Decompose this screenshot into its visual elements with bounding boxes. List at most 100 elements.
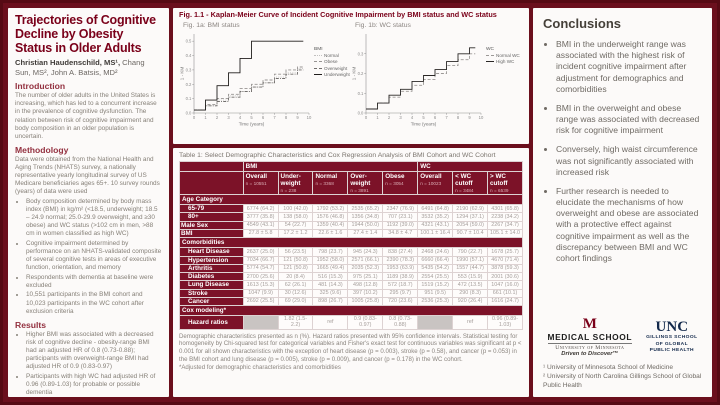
km-chart-bmi: 0.0 0.1 0.2 0.3 0.4 0.5 0 1 2 3 4 5 6 7 8 9 10 Time (year…: [180, 33, 312, 126]
table-cell: 2700 (25.6): [242, 272, 279, 282]
table-row: Age Category: [179, 193, 523, 206]
unc-logo-line3: PUBLIC HEALTH: [649, 347, 694, 353]
table-column-header: Over-weight n = 3891: [347, 171, 384, 195]
methodology-bullet: Cognitive impairment determined by perfo…: [26, 240, 162, 273]
table-cell: 4321 (43.1): [417, 220, 454, 230]
table-row: 65-79 6774 (64.2) 100 (42.0) 1792 (53.2) 253…: [179, 204, 523, 214]
table-cell: 2637 (25.0): [242, 247, 279, 257]
table-cell: 7034 (66.7): [242, 255, 279, 265]
table-row-label: Cancer: [179, 296, 244, 307]
table-cell: ref: [312, 315, 349, 330]
table-corner: [179, 161, 244, 172]
table-cell: 1557 (44.7): [452, 263, 489, 274]
table-row-label: Male Sex: [179, 220, 244, 230]
svg-text:9: 9: [468, 115, 471, 120]
table-cell: 572 (18.7): [382, 280, 419, 290]
table-row-label: Stroke: [179, 288, 244, 298]
affiliations: ¹ University of Minnesota School of Medi…: [543, 364, 702, 391]
figure-panel: Fig. 1.1 - Kaplan-Meier Curve of Inciden…: [173, 8, 529, 144]
table-cell: 2347 (76.9): [382, 204, 419, 214]
table-cell: 2554 (25.5): [417, 272, 454, 282]
table-band-label: Age Category: [179, 193, 523, 206]
table-cell: 6491 (64.8): [417, 204, 454, 214]
svg-text:10: 10: [479, 115, 484, 120]
table-cell: 1792 (53.2): [312, 204, 349, 214]
table-row: Stroke 1047 (9.9) 30 (12.6) 325 (9.6) 397 (1…: [179, 288, 523, 298]
svg-text:3: 3: [399, 115, 402, 120]
table-cell: 34.8 ± 4.7: [382, 228, 419, 239]
methodology-bullet: Respondents with dementia at baseline we…: [26, 274, 162, 290]
author-lead: Christian Haudenschild, MS¹,: [15, 58, 121, 68]
umn-medical-school-logo: M MEDICAL SCHOOL University of Minnesota…: [547, 316, 633, 357]
table-cell: 720 (23.6): [382, 296, 419, 307]
table-cell: 1953 (63.9): [382, 263, 419, 274]
svg-text:1: 1: [204, 115, 207, 120]
table-cell: 1519 (15.2): [417, 280, 454, 290]
table-cell: 397 (10.2): [347, 288, 384, 298]
table-cell: 6660 (66.4): [417, 255, 454, 265]
legend-label: Normal WC: [496, 52, 520, 58]
table-row: Lung Disease 1613 (15.3) 62 (26.1) 481 (14.…: [179, 280, 523, 290]
table-cell: 1990 (57.1): [452, 255, 489, 265]
methodology-heading: Methodology: [15, 144, 69, 155]
unc-logo-icon: UNC: [655, 319, 689, 336]
table-cell: 27.4 ± 1.4: [347, 228, 384, 239]
table-cell: 27.8 ± 5.8: [242, 228, 279, 239]
svg-text:0.2: 0.2: [186, 82, 192, 87]
demographics-table: BMI WC Overall n = 10551 Under-weight n = 238…: [179, 161, 523, 330]
table-cell: 20 (8.4): [277, 272, 314, 282]
svg-text:7: 7: [445, 115, 448, 120]
svg-text:0.2: 0.2: [358, 71, 364, 76]
legend-item: Overweight: [314, 66, 350, 71]
svg-text:5: 5: [422, 115, 425, 120]
table-cell: 553 (15.9): [452, 272, 489, 282]
svg-text:0.3: 0.3: [186, 67, 192, 72]
table-row-label: Hypertension: [179, 255, 244, 265]
svg-text:9: 9: [296, 115, 299, 120]
svg-text:0.4: 0.4: [186, 53, 192, 58]
table-cell: 1616 (24.7): [487, 296, 523, 307]
svg-text:2: 2: [388, 115, 391, 120]
table-cell: 0.8 (0.73-0.88): [382, 315, 419, 330]
svg-text:0.3: 0.3: [358, 51, 364, 56]
table-cell: 2571 (66.1): [347, 255, 384, 265]
table-cell: [242, 315, 279, 330]
table-footnote: Demographic characteristics presented as…: [179, 332, 522, 363]
table-cell: 2535 (65.2): [347, 204, 384, 214]
svg-text:5: 5: [250, 115, 253, 120]
conclusions-list: BMI in the underweight range was associa…: [543, 39, 702, 272]
svg-text:4: 4: [239, 115, 242, 120]
page-title: Trajectories of Cognitive Decline by Obe…: [15, 13, 156, 55]
legend-item: Normal: [314, 53, 350, 58]
table-cell: 1.82 (1.5-2.2): [277, 315, 314, 330]
km-chart-wc: 0.0 0.1 0.2 0.3 0 1 2 3 4 5 6 7 8 9 10 Time (years) 1 - …: [352, 33, 484, 126]
table-cell: 290 (8.3): [452, 288, 489, 298]
table-cell: 1665 (49.4): [312, 263, 349, 274]
table-cell: 22.6 ± 1.6: [312, 228, 349, 239]
km-series-underweight: [194, 40, 304, 111]
logos-row: M MEDICAL SCHOOL University of Minnesota…: [543, 316, 702, 357]
svg-text:1 - KM: 1 - KM: [180, 66, 185, 80]
svg-text:2: 2: [216, 115, 219, 120]
results-bullet: Participants with high WC had adjusted H…: [26, 373, 162, 397]
table-footnote-adjusted: *Adjusted for demographic characteristic…: [179, 364, 341, 372]
table-cell: 1047 (9.9): [242, 288, 279, 298]
svg-text:8: 8: [457, 115, 460, 120]
table-row-label: Hazard ratios: [179, 315, 244, 330]
svg-text:0: 0: [193, 115, 196, 120]
table-cell: 920 (26.4): [452, 296, 489, 307]
legend-item: Normal WC: [486, 53, 520, 58]
table-cell: 1047 (16.0): [487, 280, 523, 290]
table-cell: 707 (23.1): [382, 212, 419, 222]
table-cell: 1189 (38.9): [382, 272, 419, 282]
table-cell: 0.9 (0.83-0.97): [347, 315, 384, 330]
table-cell: 1192 (39.0): [382, 220, 419, 230]
legend-line-swatch: [314, 67, 322, 69]
left-column: Trajectories of Cognitive Decline by Obe…: [8, 8, 169, 397]
table-row-label: 65-79: [179, 204, 244, 214]
table-cell: 1944 (50.0): [347, 220, 384, 230]
table-cell: 798 (23.7): [312, 247, 349, 257]
svg-text:8: 8: [285, 115, 288, 120]
conclusion-bullet: Conversely, high waist circumference was…: [556, 144, 702, 178]
svg-text:1 - KM: 1 - KM: [352, 66, 357, 80]
